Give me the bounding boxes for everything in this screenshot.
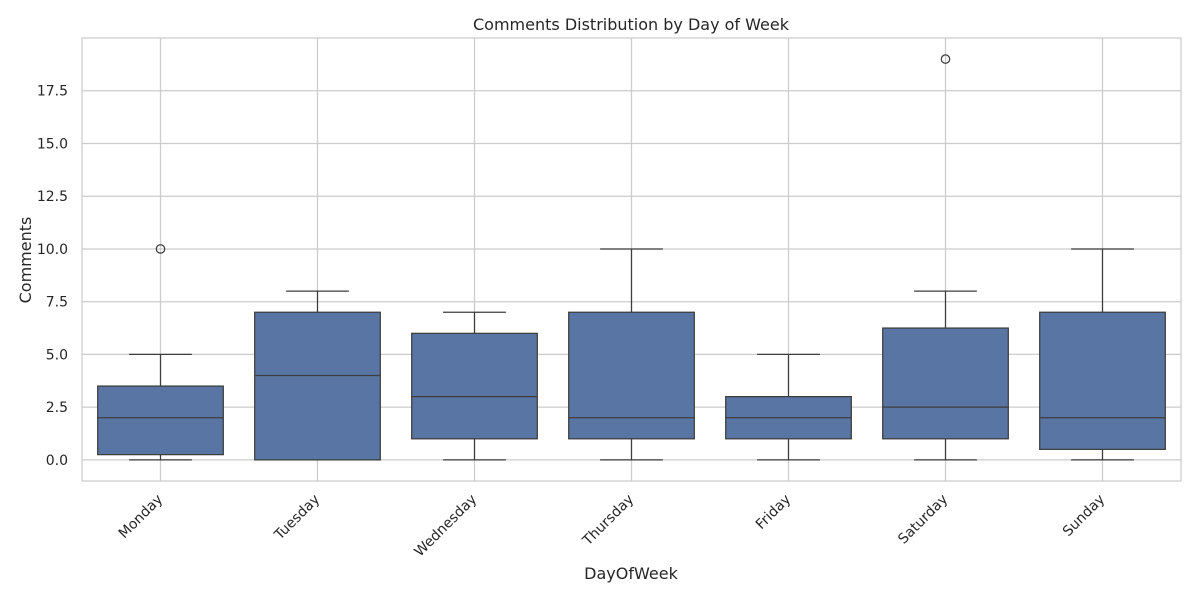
boxes: [97, 54, 1166, 461]
box-friday: [725, 353, 852, 461]
y-tick-label: 17.5: [37, 84, 68, 100]
x-tick-label-saturday: Saturday: [895, 491, 951, 547]
y-tick-label: 10.0: [37, 242, 68, 258]
y-tick-label: 12.5: [37, 189, 68, 205]
iqr-box: [568, 311, 695, 440]
y-axis-title: Comments: [16, 217, 35, 304]
y-tick-labels: 0.0 2.5 5.0 7.5 10.0 12.5 15.0 17.5: [37, 84, 68, 469]
x-tick-label-wednesday: Wednesday: [412, 491, 481, 560]
y-tick-label: 15.0: [37, 136, 68, 152]
box-thursday: [568, 248, 695, 461]
y-tick-label: 2.5: [46, 400, 68, 416]
x-tick-label-friday: Friday: [753, 491, 794, 532]
x-axis-title: DayOfWeek: [584, 564, 678, 583]
iqr-box: [254, 311, 381, 461]
y-tick-label: 7.5: [46, 295, 68, 311]
iqr-box: [411, 332, 538, 440]
x-tick-label-tuesday: Tuesday: [271, 491, 323, 543]
x-tick-label-thursday: Thursday: [579, 491, 637, 549]
iqr-box: [97, 385, 224, 456]
outlier-point: [155, 244, 166, 254]
plot-frame: [81, 37, 1182, 482]
x-tick-labels: Monday Tuesday Wednesday Thursday Friday Satu…: [116, 491, 1108, 560]
box-wednesday: [411, 311, 538, 461]
iqr-box: [882, 327, 1009, 440]
y-tick-label: 5.0: [46, 347, 68, 363]
box-tuesday: [254, 290, 381, 461]
x-tick-label-sunday: Sunday: [1060, 491, 1108, 539]
chart-title: Comments Distribution by Day of Week: [473, 15, 790, 34]
box-sunday: [1039, 248, 1166, 461]
outlier-point: [940, 54, 951, 64]
iqr-box: [1039, 311, 1166, 450]
box-monday: [97, 244, 224, 461]
box-saturday: [882, 54, 1009, 461]
x-tick-label-monday: Monday: [116, 491, 166, 541]
y-tick-label: 0.0: [46, 453, 68, 469]
